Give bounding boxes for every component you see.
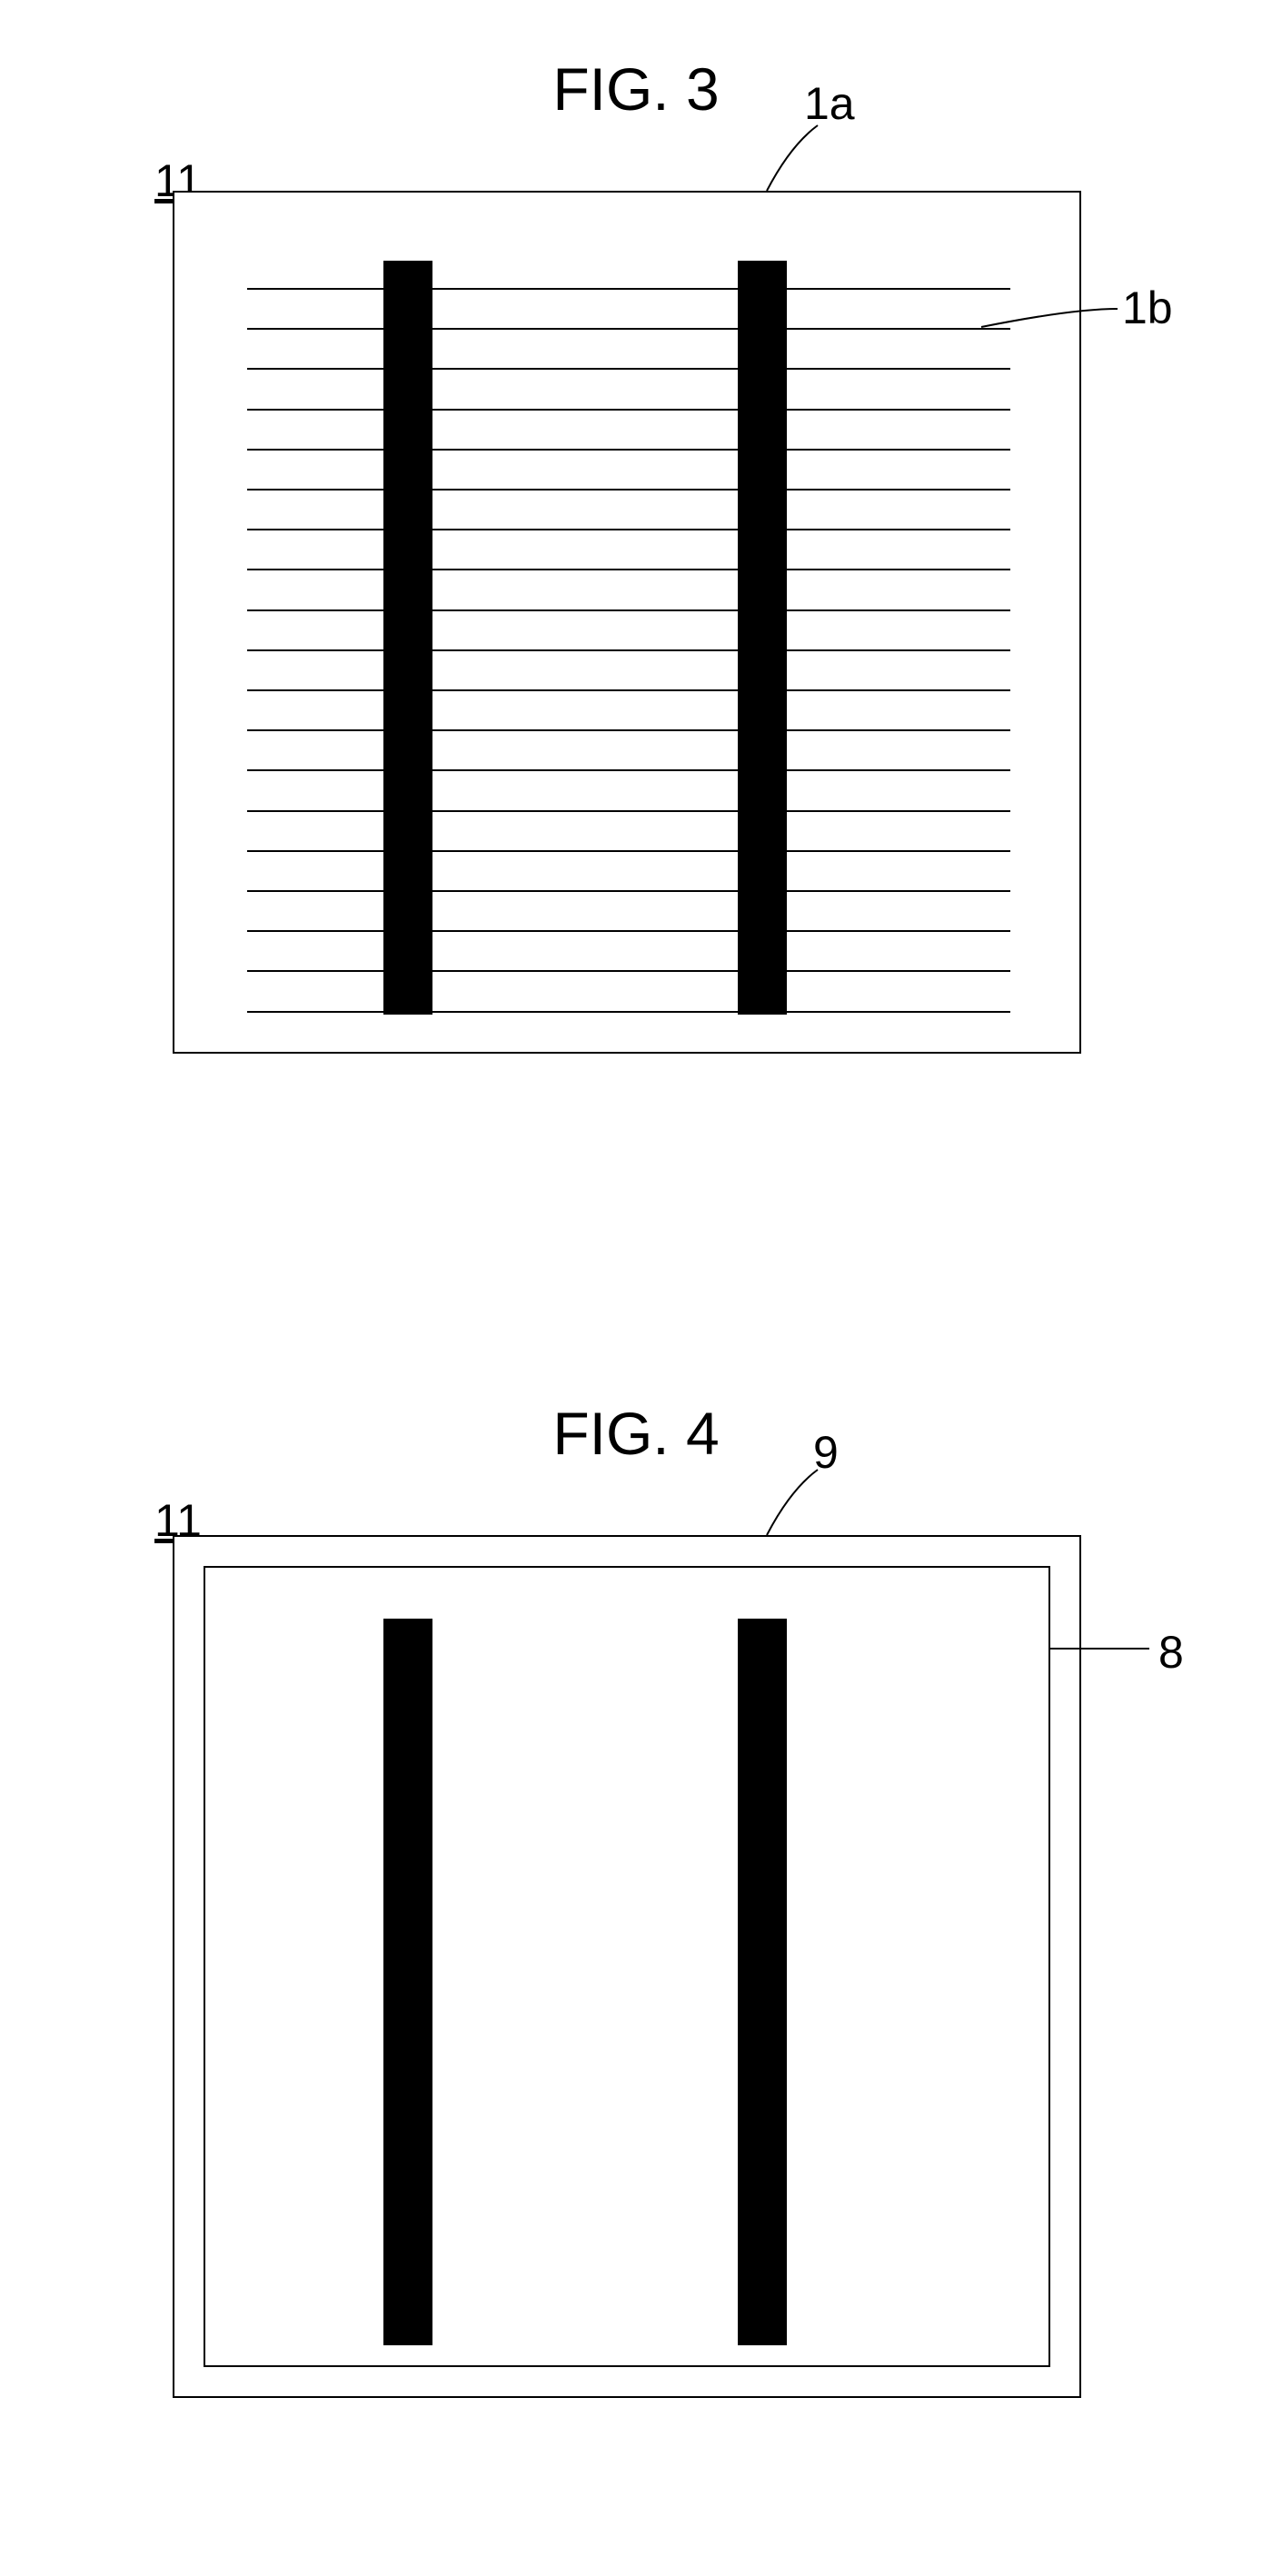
figure3-finger bbox=[247, 769, 1010, 771]
figure3-cell-outline bbox=[173, 191, 1081, 1054]
figure3-finger bbox=[247, 569, 1010, 570]
figure3-finger bbox=[247, 890, 1010, 892]
figure3-finger bbox=[247, 729, 1010, 731]
figure4-title: FIG. 4 bbox=[472, 1399, 800, 1468]
figure3-finger bbox=[247, 449, 1010, 451]
figure3-finger bbox=[247, 970, 1010, 972]
figure4-cell-outline-outer bbox=[173, 1535, 1081, 2398]
figure3-finger bbox=[247, 288, 1010, 290]
figure3-finger bbox=[247, 409, 1010, 411]
figure3-finger bbox=[247, 689, 1010, 691]
figure3-busbar-2 bbox=[738, 261, 787, 1015]
figure4-busbar-1 bbox=[383, 1619, 432, 2345]
figure3-finger bbox=[247, 850, 1010, 852]
figure3-callout-1a: 1a bbox=[804, 77, 855, 130]
figure3-finger bbox=[247, 810, 1010, 812]
figure3-finger bbox=[247, 609, 1010, 611]
figure4-callout-9: 9 bbox=[813, 1426, 839, 1479]
figure3-finger bbox=[247, 368, 1010, 370]
figure4-busbar-2 bbox=[738, 1619, 787, 2345]
figure3-finger bbox=[247, 930, 1010, 932]
figure4-callout-8: 8 bbox=[1158, 1626, 1184, 1679]
figure3-finger bbox=[247, 649, 1010, 651]
figure4-cell-outline-inner bbox=[204, 1566, 1050, 2367]
figure3-finger bbox=[247, 1011, 1010, 1013]
figure3-finger bbox=[247, 489, 1010, 490]
figure3-title: FIG. 3 bbox=[472, 54, 800, 124]
figure3-busbar-1 bbox=[383, 261, 432, 1015]
figure3-finger bbox=[247, 529, 1010, 530]
figure3-callout-1b: 1b bbox=[1122, 282, 1173, 334]
figure3-finger bbox=[247, 328, 1010, 330]
page: FIG. 3 11 1a 1b FIG. 4 bbox=[0, 0, 1272, 2576]
